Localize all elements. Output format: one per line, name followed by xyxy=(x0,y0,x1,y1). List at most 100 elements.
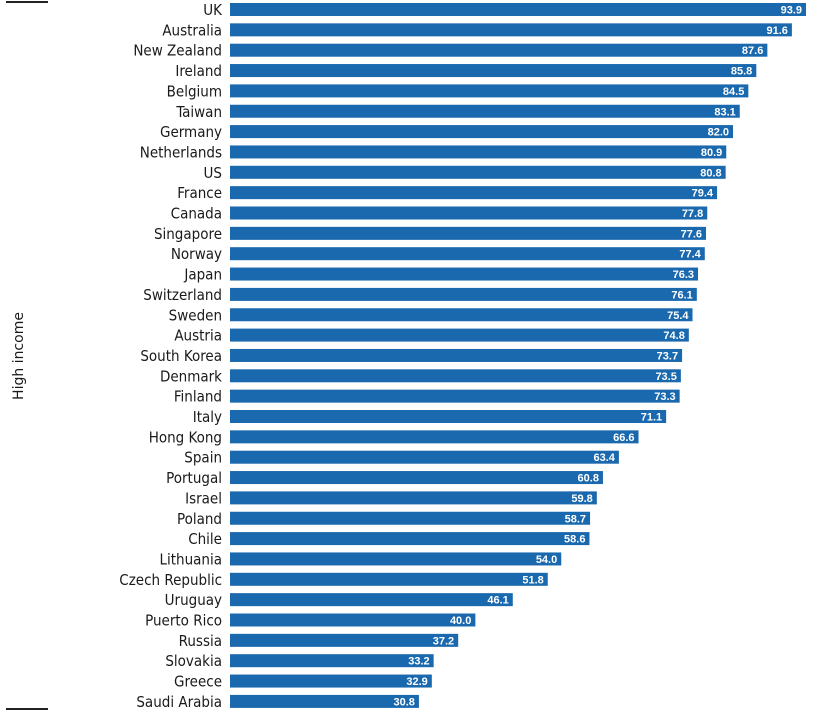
value-label: 84.5 xyxy=(723,86,744,98)
value-label: 59.8 xyxy=(571,493,592,505)
value-label: 79.4 xyxy=(692,188,714,200)
bar xyxy=(230,104,740,118)
category-label: South Korea xyxy=(140,347,222,365)
category-label: Japan xyxy=(183,266,222,284)
bar xyxy=(230,145,727,159)
value-label: 76.3 xyxy=(673,269,694,281)
bar xyxy=(230,186,718,200)
bars-group: UK 93.9 Australia 91.6 New Zealand 87.6 Irelan… xyxy=(119,1,806,711)
bar xyxy=(230,328,689,342)
category-label: Finland xyxy=(174,388,222,406)
bar xyxy=(230,247,705,261)
value-label: 82.0 xyxy=(708,127,729,139)
value-label: 73.7 xyxy=(657,350,678,362)
value-label: 30.8 xyxy=(394,696,415,708)
value-label: 73.5 xyxy=(655,371,676,383)
value-label: 87.6 xyxy=(742,45,763,57)
value-label: 37.2 xyxy=(433,635,454,647)
category-label: Russia xyxy=(179,632,222,650)
category-label: Lithuania xyxy=(159,550,222,568)
bar xyxy=(230,633,459,647)
bar xyxy=(230,552,562,566)
bar xyxy=(230,43,768,57)
bar xyxy=(230,471,603,485)
value-label: 63.4 xyxy=(593,452,615,464)
value-label: 76.1 xyxy=(671,289,692,301)
bar xyxy=(230,267,699,281)
value-label: 40.0 xyxy=(450,615,471,627)
value-label: 77.6 xyxy=(681,228,702,240)
category-label: Poland xyxy=(177,510,222,528)
category-label: Australia xyxy=(162,21,222,39)
category-label: Spain xyxy=(184,449,222,467)
bar xyxy=(230,165,726,179)
category-label: Germany xyxy=(160,123,222,141)
category-label: France xyxy=(177,184,222,202)
category-label: Canada xyxy=(171,205,222,223)
category-label: Denmark xyxy=(160,367,222,385)
category-label: Sweden xyxy=(169,306,222,324)
category-label: Austria xyxy=(174,327,222,345)
value-label: 66.6 xyxy=(613,432,634,444)
bar xyxy=(230,572,548,586)
bar xyxy=(230,3,806,16)
value-label: 75.4 xyxy=(667,310,689,322)
value-label: 93.9 xyxy=(781,5,802,17)
value-label: 91.6 xyxy=(766,25,787,37)
bar xyxy=(230,450,619,464)
bar xyxy=(230,654,434,668)
bar xyxy=(230,23,792,37)
category-label: Netherlands xyxy=(140,143,222,161)
bar xyxy=(230,308,693,322)
group-label: High income xyxy=(11,312,27,400)
category-label: Greece xyxy=(174,673,222,691)
value-label: 58.7 xyxy=(565,513,586,525)
value-label: 85.8 xyxy=(731,66,752,78)
value-label: 83.1 xyxy=(714,106,735,118)
category-label: Puerto Rico xyxy=(145,612,222,630)
value-label: 77.4 xyxy=(679,249,701,261)
category-label: Chile xyxy=(188,530,222,548)
bar xyxy=(230,430,639,444)
bar xyxy=(230,369,681,383)
bar xyxy=(230,226,707,240)
value-label: 80.9 xyxy=(701,147,722,159)
category-label: US xyxy=(204,164,222,182)
bar xyxy=(230,511,591,525)
value-label: 77.8 xyxy=(682,208,703,220)
category-label: Czech Republic xyxy=(119,571,222,589)
category-label: Portugal xyxy=(166,469,222,487)
bar xyxy=(230,64,757,78)
category-label: Saudi Arabia xyxy=(136,693,222,711)
bar xyxy=(230,410,667,423)
value-label: 80.8 xyxy=(700,167,721,179)
value-label: 46.1 xyxy=(487,595,508,607)
value-label: 32.9 xyxy=(406,676,427,688)
bar xyxy=(230,674,432,688)
bar xyxy=(230,694,419,708)
category-label: UK xyxy=(203,1,223,19)
value-label: 33.2 xyxy=(408,656,429,668)
value-label: 54.0 xyxy=(536,554,557,566)
category-label: Switzerland xyxy=(143,286,222,304)
bar xyxy=(230,593,513,607)
category-label: New Zealand xyxy=(133,42,222,60)
bar xyxy=(230,125,734,139)
bar xyxy=(230,287,697,301)
category-label: Norway xyxy=(171,245,222,263)
value-label: 73.3 xyxy=(654,391,675,403)
category-label: Ireland xyxy=(175,62,222,80)
bar xyxy=(230,532,590,546)
value-label: 58.6 xyxy=(564,534,585,546)
bar xyxy=(230,348,683,362)
bar xyxy=(230,84,749,98)
value-label: 74.8 xyxy=(663,330,684,342)
value-label: 60.8 xyxy=(578,473,599,485)
category-label: Slovakia xyxy=(165,652,222,670)
value-label: 71.1 xyxy=(641,412,662,424)
category-label: Uruguay xyxy=(165,591,222,609)
category-label: Italy xyxy=(193,408,222,426)
bar xyxy=(230,206,708,220)
category-label: Taiwan xyxy=(175,103,222,121)
